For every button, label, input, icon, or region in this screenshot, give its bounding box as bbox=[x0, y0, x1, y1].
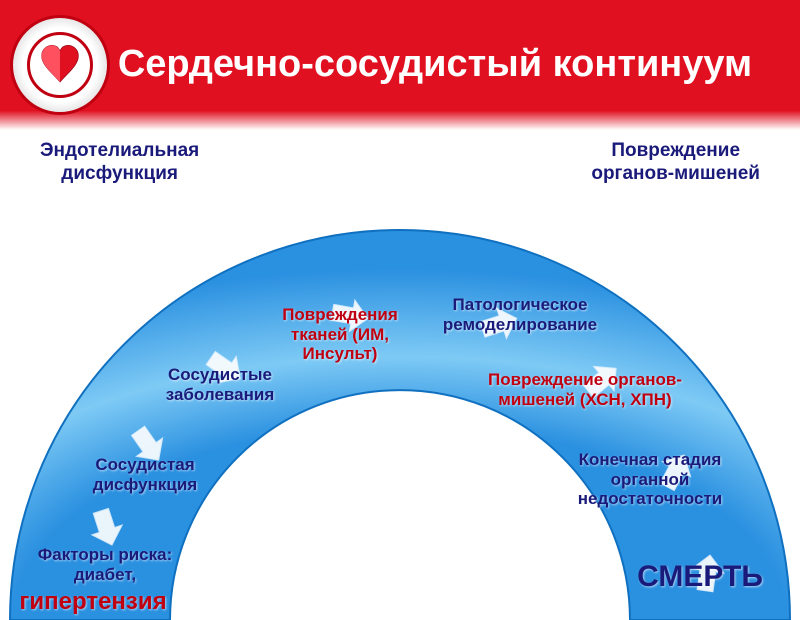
page-title: Сердечно-сосудистый континуум bbox=[110, 44, 800, 86]
logo bbox=[10, 15, 110, 115]
header: Сердечно-сосудистый континуум bbox=[0, 0, 800, 130]
stage-6: Повреждение органов- мишеней (ХСН, ХПН) bbox=[460, 370, 710, 409]
stage-7: Конечная стадия органной недостаточности bbox=[550, 450, 750, 509]
sublabel-right: Повреждение органов-мишеней bbox=[591, 140, 760, 186]
stage-3: Сосудистые заболевания bbox=[145, 365, 295, 404]
stage-2: Сосудистая дисфункция bbox=[70, 455, 220, 494]
sublabel-left: Эндотелиальная дисфункция bbox=[40, 140, 199, 186]
heart-icon bbox=[39, 44, 81, 86]
stage-8: СМЕРТЬ bbox=[610, 560, 790, 595]
stage-0: Факторы риска: диабет, bbox=[20, 545, 190, 584]
sublabels: Эндотелиальная дисфункция Повреждение ор… bbox=[0, 130, 800, 186]
arc-diagram: Факторы риска: диабет, гипертензия Сосудис… bbox=[0, 200, 800, 620]
stage-1: гипертензия bbox=[8, 588, 178, 616]
stage-5: Патологическое ремоделирование bbox=[420, 295, 620, 334]
stage-4: Повреждения тканей (ИМ, Инсульт) bbox=[260, 305, 420, 364]
